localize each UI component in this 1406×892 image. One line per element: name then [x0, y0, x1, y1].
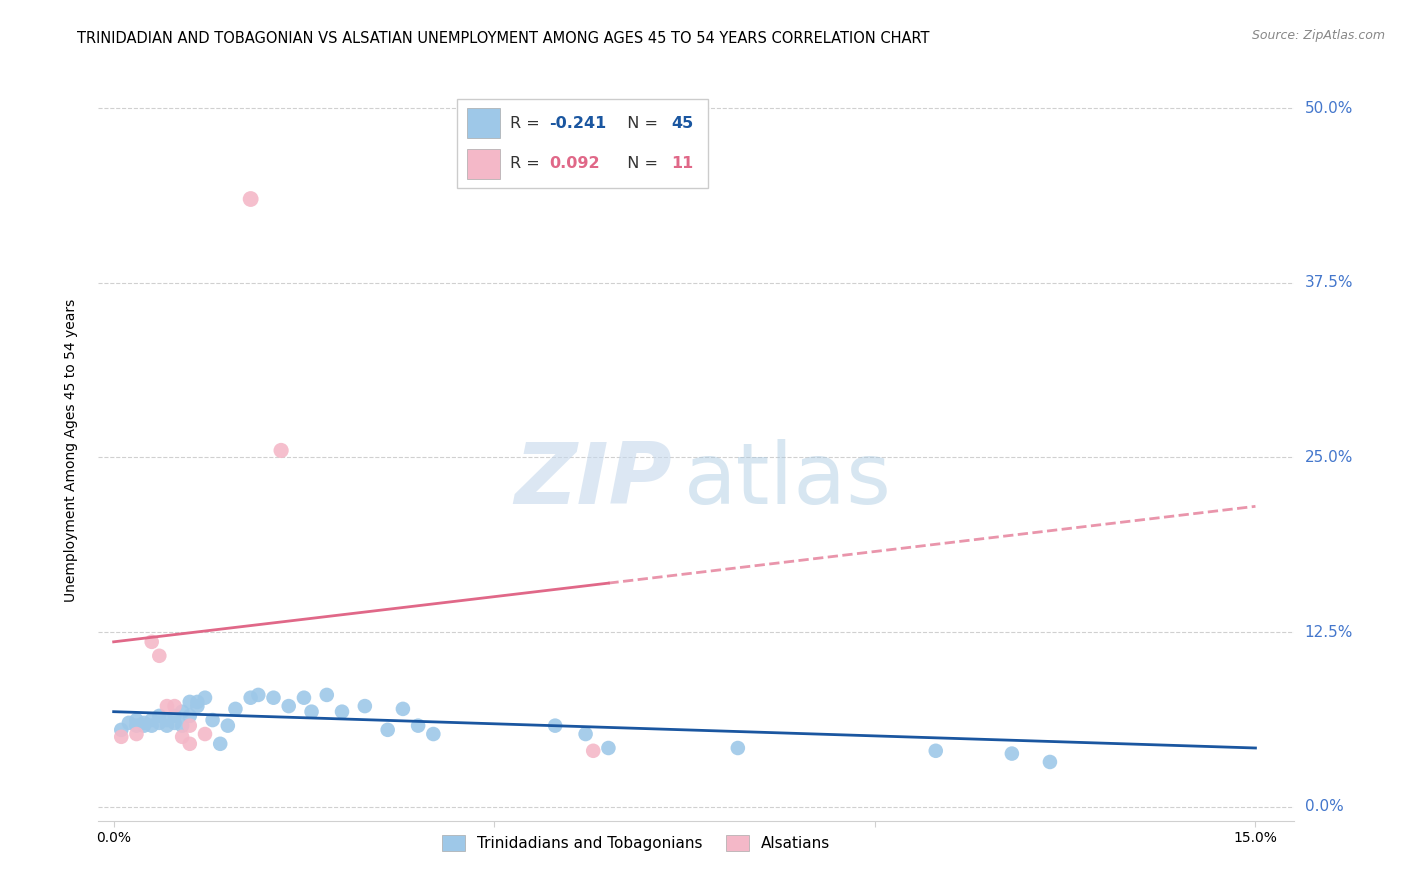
Y-axis label: Unemployment Among Ages 45 to 54 years: Unemployment Among Ages 45 to 54 years — [63, 299, 77, 602]
Point — [179, 695, 201, 709]
Point — [201, 713, 224, 727]
Point — [141, 719, 163, 733]
Point — [125, 719, 148, 733]
Point — [1001, 747, 1024, 761]
Point — [163, 699, 186, 714]
Point — [125, 727, 148, 741]
Point — [224, 702, 246, 716]
Text: Source: ZipAtlas.com: Source: ZipAtlas.com — [1251, 29, 1385, 43]
Point — [172, 730, 194, 744]
Point — [406, 719, 429, 733]
Point — [422, 727, 444, 741]
Point — [377, 723, 399, 737]
Point — [141, 713, 163, 727]
Text: 50.0%: 50.0% — [1305, 101, 1353, 116]
Point — [163, 715, 186, 730]
Point — [330, 705, 353, 719]
Text: TRINIDADIAN AND TOBAGONIAN VS ALSATIAN UNEMPLOYMENT AMONG AGES 45 TO 54 YEARS CO: TRINIDADIAN AND TOBAGONIAN VS ALSATIAN U… — [77, 31, 929, 46]
Legend: Trinidadians and Tobagonians, Alsatians: Trinidadians and Tobagonians, Alsatians — [436, 830, 837, 857]
Point — [925, 744, 948, 758]
Point — [110, 723, 132, 737]
Point — [132, 715, 155, 730]
Point — [239, 690, 262, 705]
Point — [125, 713, 148, 727]
Point — [194, 727, 217, 741]
Point — [163, 709, 186, 723]
Point — [132, 719, 155, 733]
Point — [148, 648, 170, 663]
FancyBboxPatch shape — [457, 99, 709, 187]
Text: 37.5%: 37.5% — [1305, 276, 1353, 290]
Point — [544, 719, 567, 733]
Text: R =: R = — [509, 156, 544, 171]
Point — [217, 719, 239, 733]
FancyBboxPatch shape — [467, 149, 501, 178]
Point — [179, 709, 201, 723]
Point — [179, 737, 201, 751]
Text: ZIP: ZIP — [515, 439, 672, 522]
Point — [172, 705, 194, 719]
Text: 11: 11 — [671, 156, 693, 171]
Point — [172, 719, 194, 733]
Text: 0.092: 0.092 — [548, 156, 599, 171]
Point — [270, 443, 292, 458]
Point — [179, 719, 201, 733]
Point — [110, 730, 132, 744]
Text: atlas: atlas — [685, 439, 891, 522]
Point — [194, 690, 217, 705]
Point — [727, 741, 749, 756]
Point — [247, 688, 270, 702]
Point — [209, 737, 232, 751]
Point — [186, 695, 208, 709]
Point — [141, 635, 163, 649]
Point — [118, 715, 141, 730]
Point — [148, 715, 170, 730]
Point — [353, 699, 375, 714]
Text: -0.241: -0.241 — [548, 116, 606, 131]
Point — [277, 699, 299, 714]
Point — [156, 713, 179, 727]
Point — [582, 744, 605, 758]
Point — [156, 699, 179, 714]
Text: N =: N = — [617, 156, 664, 171]
Text: 45: 45 — [671, 116, 693, 131]
Point — [1039, 755, 1062, 769]
Point — [598, 741, 620, 756]
Text: R =: R = — [509, 116, 544, 131]
Point — [315, 688, 337, 702]
Point — [156, 719, 179, 733]
Point — [263, 690, 285, 705]
Point — [239, 192, 262, 206]
Text: 25.0%: 25.0% — [1305, 450, 1353, 465]
Text: 12.5%: 12.5% — [1305, 624, 1353, 640]
Point — [292, 690, 315, 705]
Point — [392, 702, 415, 716]
Text: 0.0%: 0.0% — [1305, 799, 1343, 814]
Point — [148, 709, 170, 723]
Text: N =: N = — [617, 116, 664, 131]
FancyBboxPatch shape — [467, 109, 501, 138]
Point — [301, 705, 323, 719]
Point — [186, 699, 208, 714]
Point — [574, 727, 596, 741]
